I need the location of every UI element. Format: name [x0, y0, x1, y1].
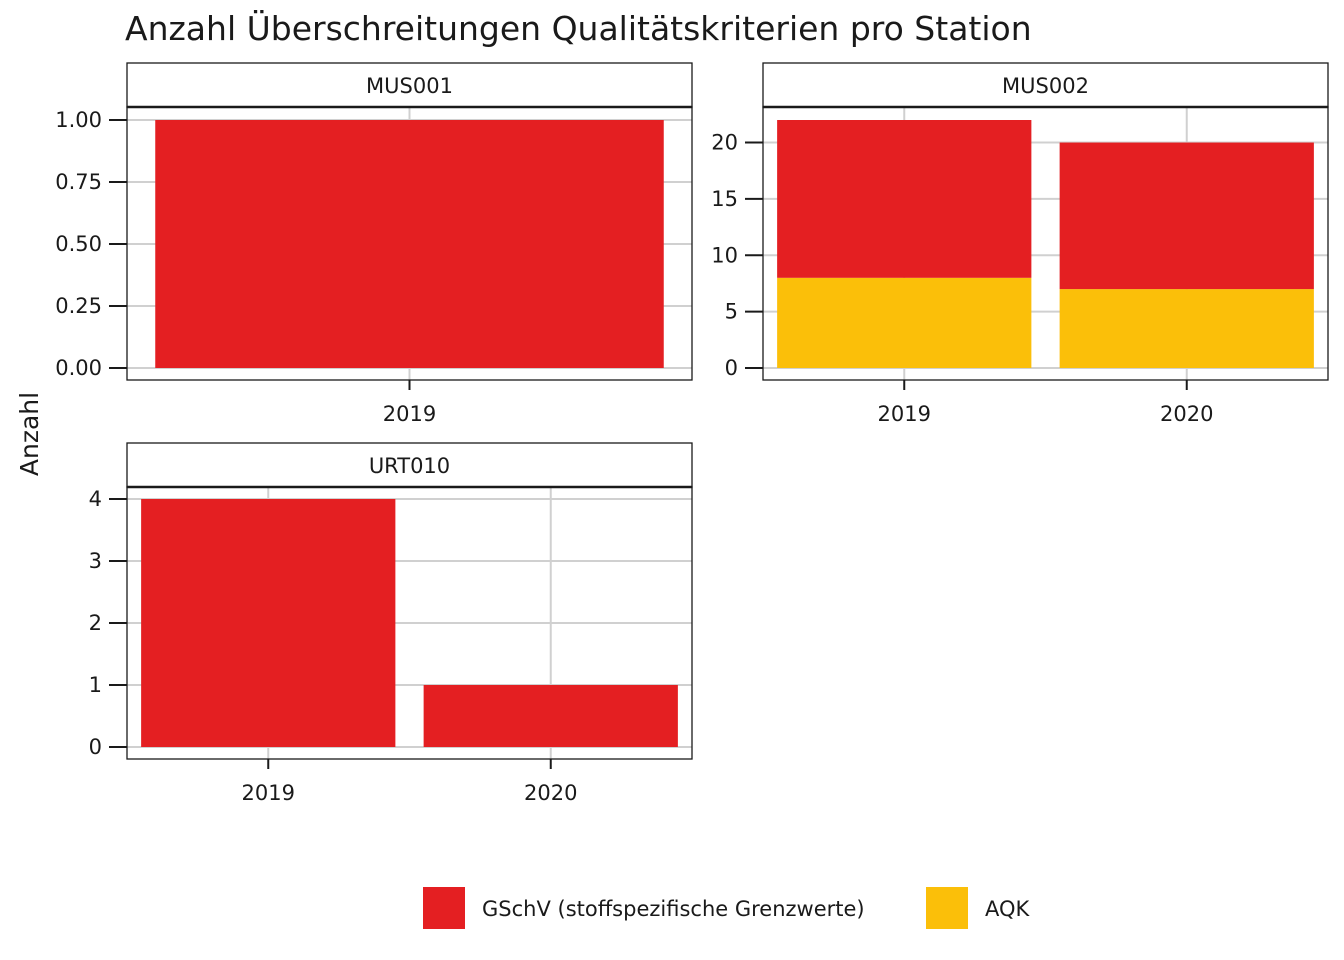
- facet-strip: [126, 442, 693, 488]
- y-tick-label: 0: [89, 735, 102, 759]
- bar-urt010-2019-gschv: [141, 499, 396, 747]
- facet-strip: [126, 62, 693, 108]
- legend-swatch-gschv: [423, 887, 465, 929]
- y-tick-label: 20: [711, 131, 738, 155]
- x-tick-label: 2020: [1160, 402, 1213, 426]
- y-tick-label: 2: [89, 611, 102, 635]
- y-tick-label: 1: [89, 673, 102, 697]
- x-tick-label: 2020: [524, 781, 577, 805]
- legend: GSchV (stoffspezifische Grenzwerte) AQK: [423, 887, 1031, 929]
- facet-strip-label: MUS001: [366, 74, 453, 98]
- bar-mus002-2019-gschv: [777, 120, 1032, 278]
- facet-panel-mus001: MUS001 0.00 0.25 0.50 0.75 1.00 2019: [55, 62, 693, 426]
- legend-label-aqk: AQK: [985, 897, 1031, 921]
- facet-strip-label: URT010: [369, 454, 450, 478]
- legend-swatch-aqk: [926, 887, 968, 929]
- x-tick-label: 2019: [878, 402, 931, 426]
- legend-label-gschv: GSchV (stoffspezifische Grenzwerte): [482, 897, 865, 921]
- y-tick-label: 0.25: [55, 294, 102, 318]
- bar-mus002-2020-aqk: [1059, 289, 1314, 368]
- y-tick-label: 0: [725, 356, 738, 380]
- y-tick-label: 4: [89, 487, 102, 511]
- x-tick-label: 2019: [383, 402, 436, 426]
- bar-mus002-2019-aqk: [777, 277, 1032, 368]
- y-tick-label: 0.75: [55, 170, 102, 194]
- y-tick-label: 0.00: [55, 356, 102, 380]
- facet-panel-mus002: MUS002 0 5 10 15 20 2019 2020: [711, 62, 1329, 426]
- y-tick-label: 3: [89, 549, 102, 573]
- x-tick-label: 2019: [242, 781, 295, 805]
- facet-panels: MUS0010.000.250.500.751.002019MUS0020510…: [55, 62, 1329, 805]
- facet-strip: [762, 62, 1329, 108]
- chart-title: Anzahl Überschreitungen Qualitätskriteri…: [125, 8, 1032, 48]
- bar-urt010-2020-gschv: [423, 685, 678, 747]
- bar-mus002-2020-gschv: [1059, 142, 1314, 290]
- y-tick-label: 1.00: [55, 108, 102, 132]
- y-tick-label: 0.50: [55, 232, 102, 256]
- y-tick-label: 5: [725, 300, 738, 324]
- y-tick-label: 15: [711, 187, 738, 211]
- bar-mus001-2019-gschv: [155, 120, 664, 368]
- facet-strip-label: MUS002: [1002, 74, 1089, 98]
- y-axis-label: Anzahl: [15, 392, 44, 476]
- y-tick-label: 10: [711, 243, 738, 267]
- facet-panel-urt010: URT010 0 1 2 3 4 2019 2020: [89, 442, 693, 805]
